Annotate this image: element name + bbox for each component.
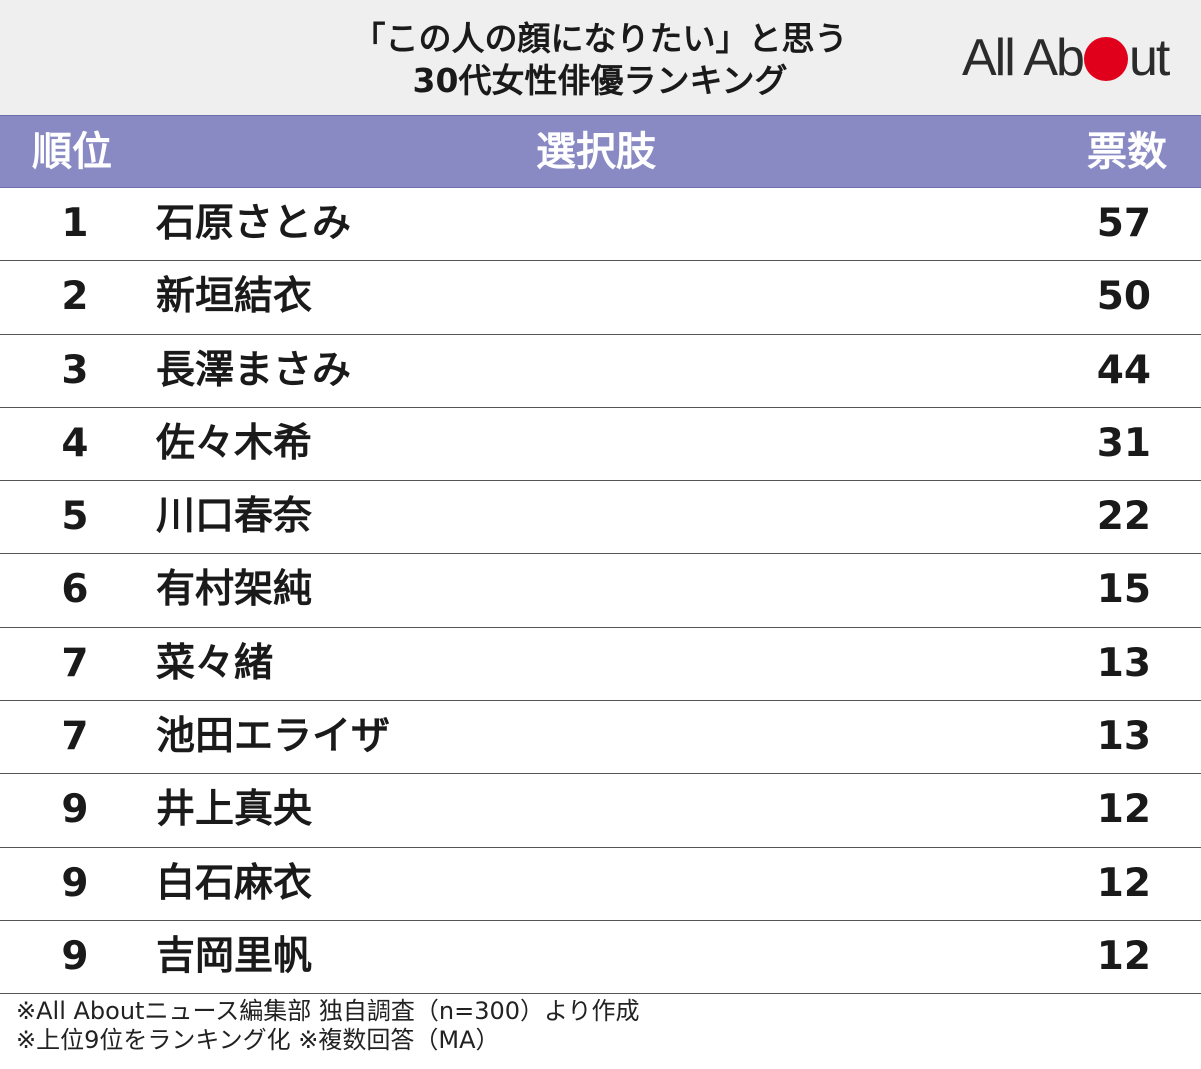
footnote-source: ※All Aboutニュース編集部 独自調査（n=300）より作成 xyxy=(16,997,640,1025)
name-cell: 新垣結衣 xyxy=(156,274,313,320)
rank-cell: 2 xyxy=(61,274,89,320)
votes-cell: 13 xyxy=(1096,640,1151,686)
rank-cell: 9 xyxy=(61,787,89,833)
votes-cell: 15 xyxy=(1096,567,1151,613)
footnotes: ※All Aboutニュース編集部 独自調査（n=300）より作成 ※上位9位を… xyxy=(16,997,640,1055)
ranking-table-body: 1 石原さとみ 57 2 新垣結衣 50 3 長澤まさみ 44 4 佐々木希 31 5 川口春奈 22 6 有村… xyxy=(0,188,1201,995)
name-cell: 長澤まさみ xyxy=(156,347,352,393)
votes-cell: 12 xyxy=(1096,860,1151,906)
footnote-method: ※上位9位をランキング化 ※複数回答（MA） xyxy=(16,1026,500,1054)
rank-cell: 5 xyxy=(61,494,89,540)
rank-cell: 7 xyxy=(61,640,89,686)
header-rank: 順位 xyxy=(32,129,112,175)
rank-cell: 4 xyxy=(61,420,89,466)
name-cell: 菜々緒 xyxy=(156,640,274,686)
votes-cell: 50 xyxy=(1096,274,1151,320)
chart-title: 「この人の顔になりたい」と思う 30代女性俳優ランキング xyxy=(300,18,900,102)
rank-cell: 6 xyxy=(61,567,89,613)
table-row: 2 新垣結衣 50 xyxy=(0,261,1201,335)
table-row: 9 白石麻衣 12 xyxy=(0,848,1201,921)
header-votes: 票数 xyxy=(1087,129,1167,175)
logo-red-dot-icon xyxy=(1083,37,1128,81)
table-row: 3 長澤まさみ 44 xyxy=(0,335,1201,408)
all-about-logo: All Ab ut xyxy=(962,29,1170,87)
table-row: 5 川口春奈 22 xyxy=(0,481,1201,555)
name-cell: 川口春奈 xyxy=(156,494,313,540)
votes-cell: 13 xyxy=(1096,714,1151,760)
table-row: 7 菜々緒 13 xyxy=(0,628,1201,702)
name-cell: 佐々木希 xyxy=(156,420,313,466)
name-cell: 吉岡里帆 xyxy=(156,933,313,979)
name-cell: 石原さとみ xyxy=(156,201,352,246)
rank-cell: 3 xyxy=(61,347,89,393)
votes-cell: 12 xyxy=(1096,787,1151,833)
votes-cell: 44 xyxy=(1096,347,1151,393)
rank-cell: 7 xyxy=(61,714,89,760)
title-line-1: 「この人の顔になりたい」と思う xyxy=(352,19,848,58)
votes-cell: 57 xyxy=(1096,201,1151,246)
table-row: 7 池田エライザ 13 xyxy=(0,701,1201,775)
table-header: 順位 選択肢 票数 xyxy=(0,115,1201,188)
votes-cell: 22 xyxy=(1096,494,1151,540)
table-row: 9 井上真央 12 xyxy=(0,774,1201,848)
votes-cell: 12 xyxy=(1096,933,1151,979)
title-line-2: 30代女性俳優ランキング xyxy=(412,61,788,100)
name-cell: 有村架純 xyxy=(156,567,313,613)
header-choice: 選択肢 xyxy=(536,129,656,175)
votes-cell: 31 xyxy=(1096,420,1151,466)
name-cell: 池田エライザ xyxy=(156,714,391,760)
table-row: 6 有村架純 15 xyxy=(0,554,1201,628)
name-cell: 白石麻衣 xyxy=(156,860,313,906)
title-band xyxy=(0,0,1201,115)
table-row: 4 佐々木希 31 xyxy=(0,408,1201,482)
rank-cell: 9 xyxy=(61,933,89,979)
rank-cell: 1 xyxy=(61,201,89,246)
name-cell: 井上真央 xyxy=(156,787,313,833)
rank-cell: 9 xyxy=(61,860,89,906)
logo-text-after: ut xyxy=(1128,29,1170,87)
table-row: 9 吉岡里帆 12 xyxy=(0,921,1201,995)
logo-text-before: All Ab xyxy=(962,29,1085,87)
table-row: 1 石原さとみ 57 xyxy=(0,188,1201,262)
